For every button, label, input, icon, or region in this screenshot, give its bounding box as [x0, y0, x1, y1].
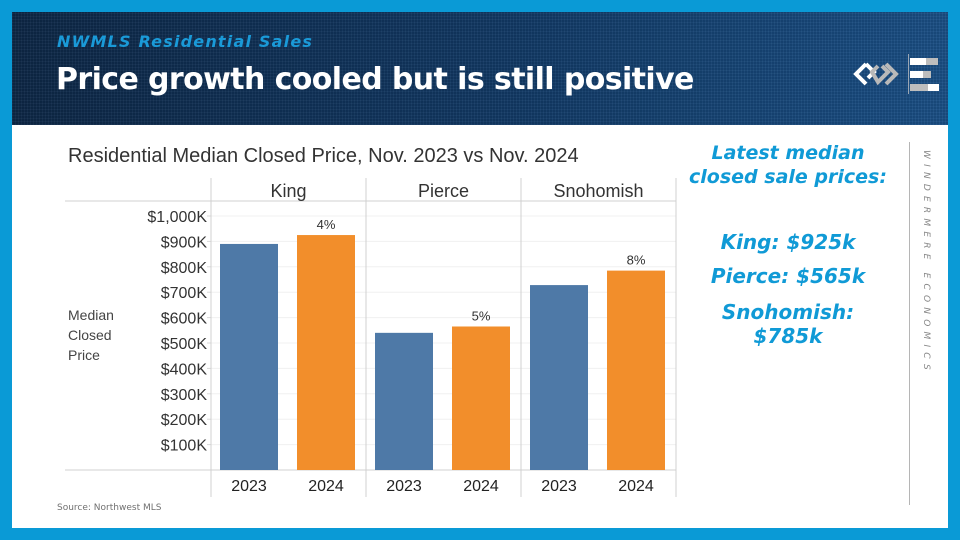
y-tick-label: $1,000K	[147, 209, 207, 226]
gridlines	[207, 215, 676, 446]
x-tick-label: 2024	[308, 478, 344, 495]
x-tick-label: 2023	[541, 478, 577, 495]
vertical-brand-text: WINDERMERE ECONOMICS	[921, 150, 931, 375]
callout-snohomish-line2: $785k	[753, 324, 823, 348]
source-note: Source: Northwest MLS	[57, 503, 162, 513]
callout-pierce: Pierce: $565k	[710, 264, 866, 288]
y-tick-label: $300K	[161, 387, 208, 404]
economics-bars-icon	[908, 54, 939, 94]
y-tick-label: $800K	[161, 260, 208, 277]
y-tick-label: $400K	[161, 361, 208, 378]
bar-snohomish-2023	[530, 285, 588, 470]
y-tick-label: $100K	[161, 438, 208, 455]
bar-king-2023	[220, 243, 278, 470]
header-band	[12, 12, 948, 125]
data-label: 5%	[472, 308, 491, 323]
bar-pierce-2023	[375, 332, 433, 470]
chart-title: Residential Median Closed Price, Nov. 20…	[68, 145, 579, 167]
y-axis-label-line: Price	[68, 347, 100, 363]
divider-line	[909, 142, 910, 505]
x-tick-label: 2023	[386, 478, 422, 495]
bars	[220, 235, 665, 470]
x-axis-ticks: 2023 2024 2023 2024 2023 2024	[231, 478, 654, 495]
slide-title: Price growth cooled but is still positiv…	[56, 62, 694, 97]
data-label: 4%	[317, 217, 336, 232]
y-tick-label: $700K	[161, 285, 208, 302]
y-tick-label: $600K	[161, 311, 208, 328]
data-label: 8%	[627, 253, 646, 268]
y-tick-label: $200K	[161, 412, 208, 429]
slide-subtitle: NWMLS Residential Sales	[57, 32, 314, 51]
callout-snohomish-line1: Snohomish:	[721, 300, 855, 324]
panel-header: Snohomish	[553, 181, 643, 201]
y-axis-label: Median Closed Price	[68, 307, 114, 363]
callout-heading: Latest median closed sale prices:	[688, 141, 888, 189]
y-tick-label: $900K	[161, 234, 208, 251]
y-axis-label-line: Median	[68, 307, 114, 323]
y-axis-ticks: $100K $200K $300K $400K $500K $600K $700K $800K…	[147, 209, 207, 455]
callout-heading-line1: Latest median	[711, 142, 865, 164]
windermere-logo-icon	[853, 54, 939, 94]
bar-labels: 4% 5% 8%	[317, 217, 646, 323]
y-tick-label: $500K	[161, 336, 208, 353]
chart-frame	[65, 178, 677, 497]
callout-snohomish: Snohomish: $785k	[688, 300, 888, 348]
windermere-logo-icon-mark	[853, 62, 899, 86]
x-tick-label: 2023	[231, 478, 267, 495]
bar-king-2024	[297, 235, 355, 470]
callout-king: King: $925k	[720, 230, 856, 254]
bar-pierce-2024	[452, 326, 510, 470]
x-tick-label: 2024	[618, 478, 654, 495]
callout-heading-line2: closed sale prices:	[689, 166, 887, 188]
panel-header: Pierce	[418, 181, 469, 201]
panel-header: King	[270, 181, 306, 201]
x-tick-label: 2024	[463, 478, 499, 495]
y-axis-label-line: Closed	[68, 327, 112, 343]
bar-snohomish-2024	[607, 270, 665, 470]
panel-headers: King Pierce Snohomish	[270, 181, 643, 201]
